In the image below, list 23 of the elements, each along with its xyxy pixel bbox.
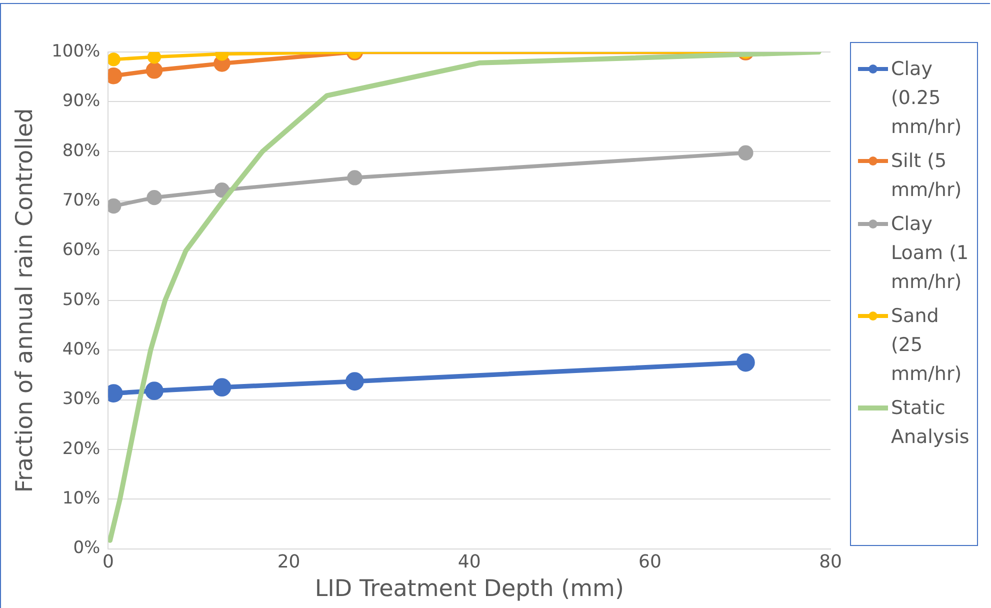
y-tick-label: 50% (62, 290, 100, 310)
y-tick-label: 80% (62, 140, 100, 161)
x-tick-label: 20 (277, 551, 300, 572)
y-tick-label: 90% (62, 91, 100, 112)
y-tick-label: 0% (73, 538, 100, 558)
y-tick-label: 30% (62, 389, 100, 410)
y-tick-label: 40% (62, 340, 100, 360)
x-tick-label: 40 (458, 551, 481, 572)
legend-label: Sand (25 mm/hr) (891, 304, 963, 387)
y-tick-label: 60% (62, 240, 100, 260)
x-axis-title: LID Treatment Depth (mm) (314, 576, 624, 602)
x-tick-label: 60 (638, 551, 662, 572)
y-tick-label: 20% (62, 438, 100, 459)
y-tick-label: 100% (52, 41, 100, 62)
y-tick-label: 10% (62, 488, 100, 509)
x-tick-label: 80 (819, 551, 842, 572)
legend-label: Clay (0.25 mm/hr) (891, 57, 963, 140)
y-axis-title: Fraction of annual rain Controlled (12, 108, 38, 493)
x-tick-label: 0 (102, 551, 114, 572)
legend-label: Static Analysis (891, 396, 970, 450)
legend-label: Silt (5 mm/hr) (891, 149, 963, 203)
legend-label: Clay Loam (1 mm/hr) (891, 212, 970, 295)
y-tick-label: 70% (62, 190, 100, 210)
